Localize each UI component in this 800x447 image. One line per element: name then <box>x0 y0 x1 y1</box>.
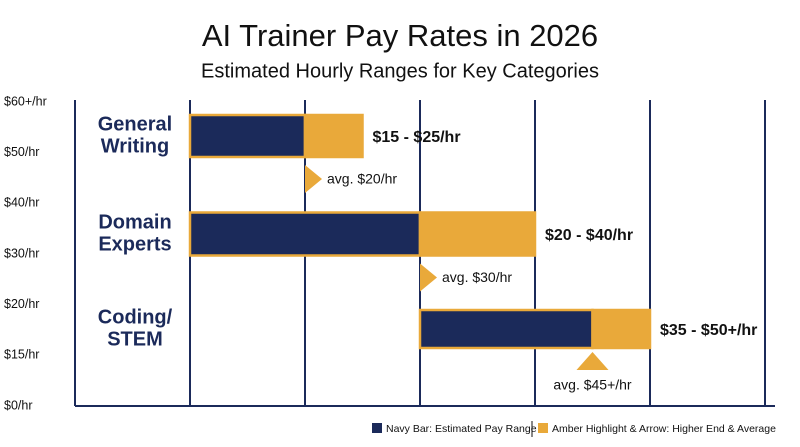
average-arrow <box>420 263 437 292</box>
chart-subtitle: Estimated Hourly Ranges for Key Categori… <box>201 60 599 82</box>
range-bar <box>418 308 594 350</box>
category-label: Experts <box>98 233 171 255</box>
average-label: avg. $45+/hr <box>553 377 632 393</box>
range-label: $20 - $40/hr <box>545 227 633 244</box>
category-label: Domain <box>98 211 171 233</box>
y-label: $0/hr <box>4 398 33 412</box>
legend-swatch <box>372 423 382 433</box>
category-label: General <box>98 113 172 135</box>
legend-label: Navy Bar: Estimated Pay Range <box>386 423 537 435</box>
range-bar <box>188 113 307 159</box>
high-highlight <box>418 211 537 257</box>
y-label: $50/hr <box>4 145 39 159</box>
y-label: $20/hr <box>4 297 39 311</box>
high-highlight <box>303 113 364 159</box>
range-label: $35 - $50+/hr <box>660 322 757 339</box>
high-highlight <box>591 308 652 350</box>
legend-swatch <box>538 423 548 433</box>
y-label: $15/hr <box>4 348 39 362</box>
range-bar <box>188 211 422 257</box>
average-label: avg. $20/hr <box>327 171 397 187</box>
legend-label: Amber Highlight & Arrow: Higher End & Av… <box>552 423 776 435</box>
category-label: STEM <box>107 328 163 350</box>
average-label: avg. $30/hr <box>442 269 512 285</box>
y-label: $40/hr <box>4 196 39 210</box>
average-arrow <box>576 352 609 370</box>
category-label: Writing <box>101 135 170 157</box>
y-label: $60+/hr <box>4 94 47 108</box>
y-label: $30/hr <box>4 246 39 260</box>
average-arrow <box>305 165 322 193</box>
chart-title: AI Trainer Pay Rates in 2026 <box>202 18 598 53</box>
range-label: $15 - $25/hr <box>373 129 461 146</box>
category-label: Coding/ <box>98 306 173 328</box>
